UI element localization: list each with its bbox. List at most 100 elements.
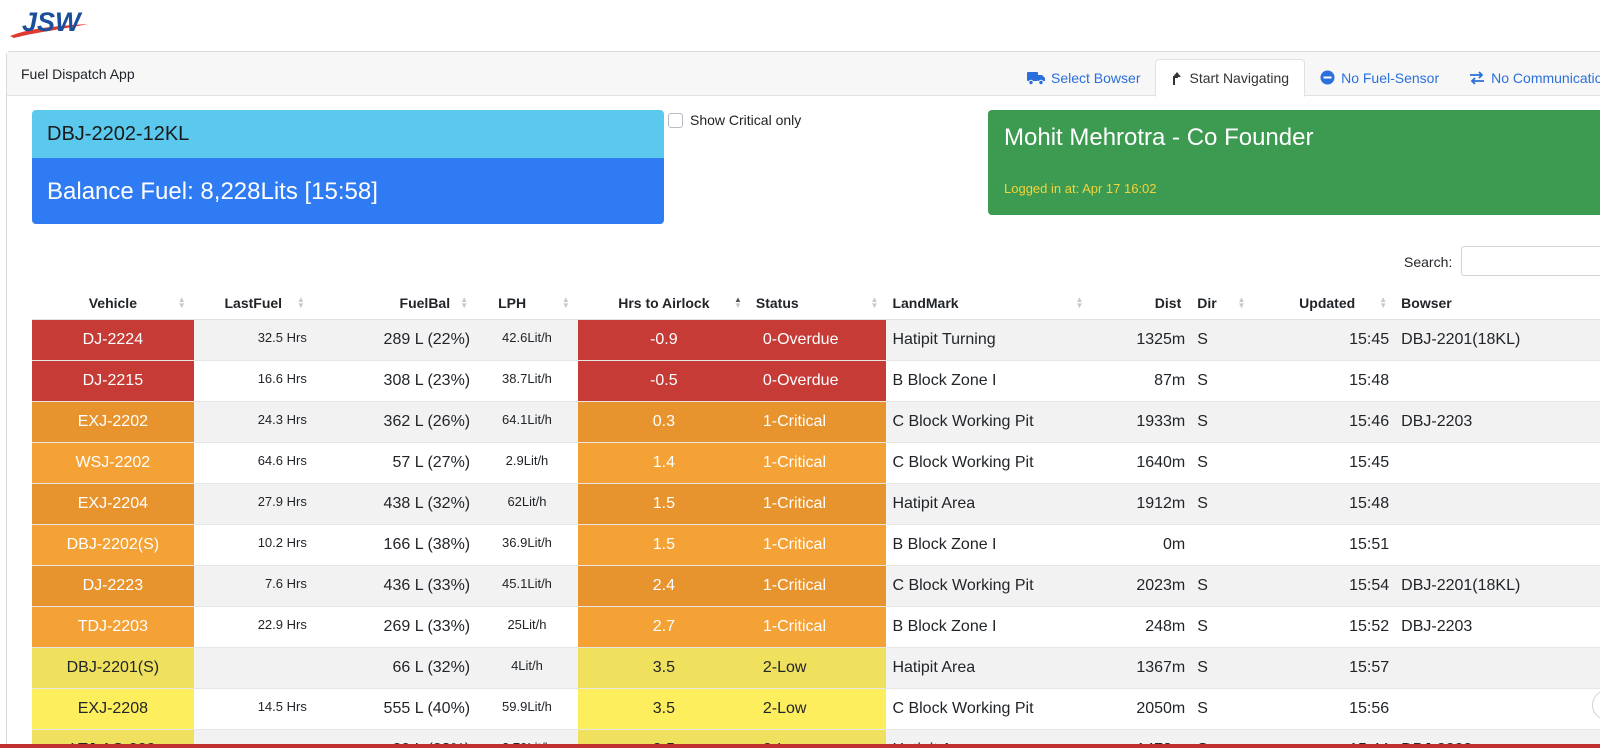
login-time: Logged in at: Apr 17 16:02 [1004, 181, 1157, 196]
hrs-to-airlock-cell: 1.5 [577, 523, 750, 565]
col-updated[interactable]: Updated ▲ ▼ [1253, 288, 1396, 320]
lph-cell: 25Lit/h [476, 605, 578, 647]
distance-cell: 0m [1091, 523, 1192, 565]
arrows-exchange-icon [1470, 70, 1485, 85]
distance-cell: 1640m [1091, 441, 1192, 483]
fuel-balance-cell: 57 L (27%) [312, 441, 477, 483]
distance-cell: 1367m [1091, 646, 1192, 688]
lph-cell: 42.6Lit/h [476, 318, 578, 360]
bowser-cell: DBJ-2201(18KL) [1395, 564, 1600, 606]
col-dist[interactable]: Dist [1091, 288, 1192, 320]
tab-start-navigating[interactable]: Start Navigating [1155, 59, 1306, 97]
sort-icon: ▲ ▼ [460, 295, 469, 310]
status-cell: 1-Critical [749, 523, 887, 565]
nav-tabs: Select Bowser Start Navigating No Fuel-S… [1012, 59, 1600, 97]
vehicle-cell: DBJ-2201(S) [32, 646, 194, 688]
updated-cell: 15:56 [1253, 687, 1396, 729]
hrs-to-airlock-cell: -0.9 [577, 318, 750, 360]
sort-icon: ▲ ▼ [296, 295, 305, 310]
last-fuel-cell: 32.5 Hrs [193, 318, 313, 360]
distance-cell: 87m [1091, 359, 1192, 401]
tab-label: No Communication [1491, 69, 1600, 86]
col-bowser[interactable]: Bowser [1395, 288, 1600, 320]
tab-label: Select Bowser [1051, 69, 1141, 86]
bowser-cell [1395, 359, 1600, 401]
search-input[interactable] [1461, 246, 1600, 276]
lph-cell: 2.9Lit/h [476, 441, 578, 483]
table-row[interactable]: DJ-2224 32.5 Hrs 289 L (22%) 42.6Lit/h -0.9 0… [32, 318, 1600, 360]
sort-icon: ▲ ▼ [1075, 295, 1084, 310]
show-critical-checkbox[interactable] [668, 112, 683, 128]
col-fuelbal[interactable]: FuelBal ▲ ▼ [312, 288, 477, 320]
landmark-cell: C Block Working Pit [886, 564, 1092, 606]
bowser-cell: DBJ-2203 [1395, 728, 1600, 748]
bowser-cell [1395, 646, 1600, 688]
lph-cell: 36.9Lit/h [476, 523, 578, 565]
col-dir[interactable]: Dir ▲ ▼ [1191, 288, 1254, 320]
bowser-cell: DBJ-2203 [1395, 605, 1600, 647]
table-row[interactable]: DJ-2223 7.6 Hrs 436 L (33%) 45.1Lit/h 2.4 1-C… [32, 564, 1600, 606]
updated-cell: 15:52 [1253, 605, 1396, 647]
lph-cell: 2.79Lit/h [476, 728, 578, 748]
col-landmark[interactable]: LandMark ▲ ▼ [886, 288, 1092, 320]
direction-cell: S [1191, 605, 1254, 647]
sort-icon: ▲ ▼ [177, 295, 186, 310]
show-critical-toggle[interactable]: Show Critical only [668, 112, 801, 128]
col-lastfuel[interactable]: LastFuel ▲ ▼ [193, 288, 313, 320]
last-fuel-cell: 22.9 Hrs [193, 605, 313, 647]
table-row[interactable]: DJ-2215 16.6 Hrs 308 L (23%) 38.7Lit/h -0.5 0… [32, 359, 1600, 401]
landmark-cell: Hatipit Area [886, 482, 1092, 524]
fuel-balance-cell: 436 L (33%) [312, 564, 477, 606]
sort-icon: ▲ ▼ [733, 295, 742, 310]
col-hrs-to-airlock[interactable]: Hrs to Airlock ▲ ▼ [577, 288, 750, 320]
col-status[interactable]: Status ▲ ▼ [749, 288, 887, 320]
bowser-cell: DBJ-2201(18KL) [1395, 318, 1600, 360]
lph-cell: 62Lit/h [476, 482, 578, 524]
tab-select-bowser[interactable]: Select Bowser [1012, 59, 1155, 96]
status-cell: 1-Critical [749, 605, 887, 647]
tab-no-communication[interactable]: No Communication [1454, 59, 1600, 96]
updated-cell: 15:44 [1253, 728, 1396, 748]
lph-cell: 45.1Lit/h [476, 564, 578, 606]
truck-icon [1027, 71, 1045, 85]
distance-cell: 1912m [1091, 482, 1192, 524]
updated-cell: 15:45 [1253, 441, 1396, 483]
bowser-cell: DBJ-2203 [1395, 400, 1600, 442]
status-cell: 0-Overdue [749, 359, 887, 401]
logo-text: JSW [22, 7, 83, 37]
status-cell: 1-Critical [749, 441, 887, 483]
vehicle-cell: EXJ-2208 [32, 687, 194, 729]
jsw-logo: JSW [10, 7, 88, 38]
direction-cell: S [1191, 400, 1254, 442]
col-lph[interactable]: LPH ▲ ▼ [476, 288, 578, 320]
table-row[interactable]: EXJ-2208 14.5 Hrs 555 L (40%) 59.9Lit/h 3.5 2… [32, 687, 1600, 729]
table-row[interactable]: TDJ-2203 22.9 Hrs 269 L (33%) 25Lit/h 2.7 1-C… [32, 605, 1600, 647]
tab-label: Start Navigating [1189, 70, 1290, 86]
direction-cell: S [1191, 359, 1254, 401]
landmark-cell: C Block Working Pit [886, 400, 1092, 442]
last-fuel-cell: 10.2 Hrs [193, 523, 313, 565]
lph-cell: 59.9Lit/h [476, 687, 578, 729]
direction-cell: S [1191, 482, 1254, 524]
status-cell: 2-Low [749, 687, 887, 729]
tab-no-fuel-sensor[interactable]: No Fuel-Sensor [1305, 59, 1454, 96]
table-row[interactable]: DBJ-2202(S) 10.2 Hrs 166 L (38%) 36.9Lit/h 1… [32, 523, 1600, 565]
direction-cell: S [1191, 687, 1254, 729]
col-vehicle[interactable]: Vehicle ▲ ▼ [32, 288, 194, 320]
fuel-balance-cell: 66 L (32%) [312, 646, 477, 688]
hrs-to-airlock-cell: 1.5 [577, 482, 750, 524]
bowser-cell [1395, 482, 1600, 524]
card-header: Fuel Dispatch App Select Bowser Start Na… [7, 52, 1600, 97]
table-row[interactable]: WSJ-2202 64.6 Hrs 57 L (27%) 2.9Lit/h 1.4 1-C… [32, 441, 1600, 483]
table-header-row: Vehicle ▲ ▼ LastFuel ▲ ▼ FuelBal ▲ ▼ LPH ▲ ▼ Hrs… [32, 288, 1600, 320]
vehicle-cell: DJ-2215 [32, 359, 194, 401]
table-row[interactable]: EXJ-2202 24.3 Hrs 362 L (26%) 64.1Lit/h 0.3 1… [32, 400, 1600, 442]
table-row[interactable]: EXJ-2204 27.9 Hrs 438 L (32%) 62Lit/h 1.5 1-C… [32, 482, 1600, 524]
hrs-to-airlock-cell: 3.5 [577, 646, 750, 688]
bowser-fuel-card: DBJ-2202-12KL Balance Fuel: 8,228Lits [1… [32, 110, 664, 224]
lph-cell: 4Lit/h [476, 646, 578, 688]
direction-cell: S [1191, 318, 1254, 360]
updated-cell: 15:57 [1253, 646, 1396, 688]
status-cell: 1-Critical [749, 400, 887, 442]
table-row[interactable]: DBJ-2201(S) 66 L (32%) 4Lit/h 3.5 2-Low Hatip… [32, 646, 1600, 688]
